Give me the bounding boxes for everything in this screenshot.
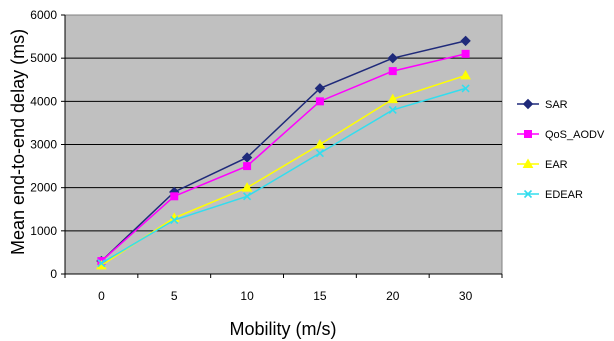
x-axis-title: Mobility (m/s): [230, 319, 337, 339]
data-point-qos-aodv: [315, 97, 324, 106]
x-tick-label: 0: [98, 289, 105, 303]
data-point-sar: [387, 52, 398, 64]
data-point-qos-aodv: [170, 192, 179, 201]
data-point-sar: [314, 83, 326, 94]
y-axis-ticks: 0 1000 2000 3000 4000 5000 6000: [30, 8, 65, 281]
data-point-qos-aodv: [243, 162, 252, 171]
legend-marker: [522, 98, 534, 110]
series-line-sar: [100, 40, 466, 262]
y-tick-label: 2000: [30, 181, 57, 195]
legend-item-sar: SAR: [517, 98, 568, 111]
legend: SAR QoS_AODV EAR EDEAR: [517, 98, 605, 201]
x-axis-ticks: 0 5 10 15 20 30: [64, 15, 503, 303]
legend-label: EAR: [545, 159, 568, 171]
data-point-ear: [314, 138, 326, 149]
series-layer: [96, 35, 471, 270]
x-tick-label: 5: [171, 289, 178, 303]
data-point-edear: [170, 215, 179, 225]
legend-label: EDEAR: [545, 189, 583, 201]
x-tick-label: 30: [459, 289, 473, 303]
series-line-qos-aodv: [100, 53, 466, 262]
legend-label: SAR: [545, 99, 568, 111]
y-tick-label: 1000: [30, 224, 57, 238]
x-tick-label: 10: [240, 289, 254, 303]
gridlines: [65, 57, 502, 232]
data-point-ear: [241, 182, 253, 192]
data-point-qos-aodv: [461, 49, 470, 58]
legend-marker: [522, 158, 534, 168]
y-tick-label: 3000: [30, 138, 57, 152]
data-point-ear: [460, 69, 471, 80]
y-tick-label: 0: [50, 267, 57, 281]
legend-item-qos-aodv: QoS_AODV: [517, 129, 605, 141]
data-point-qos-aodv: [388, 67, 397, 76]
legend-label: QoS_AODV: [545, 129, 605, 141]
series-edear: [97, 84, 470, 268]
series-line-edear: [101, 87, 466, 264]
legend-item-edear: EDEAR: [517, 189, 583, 201]
legend-item-ear: EAR: [517, 158, 568, 171]
data-point-edear: [97, 259, 106, 268]
data-point-edear: [388, 105, 397, 115]
data-point-ear: [387, 93, 399, 104]
y-tick-label: 5000: [30, 51, 57, 65]
x-tick-label: 20: [386, 289, 400, 303]
y-tick-label: 6000: [30, 8, 57, 22]
series-line-ear: [101, 74, 466, 266]
legend-marker: [524, 130, 532, 138]
legend-marker: [523, 189, 533, 199]
y-axis-title: Mean end-to-end delay (ms): [8, 29, 28, 255]
data-point-sar: [460, 35, 471, 47]
data-point-edear: [461, 84, 470, 93]
data-point-edear: [315, 149, 324, 158]
y-tick-label: 4000: [30, 94, 57, 108]
data-point-edear: [243, 192, 252, 201]
x-tick-label: 15: [313, 289, 327, 303]
data-point-sar: [241, 152, 253, 163]
